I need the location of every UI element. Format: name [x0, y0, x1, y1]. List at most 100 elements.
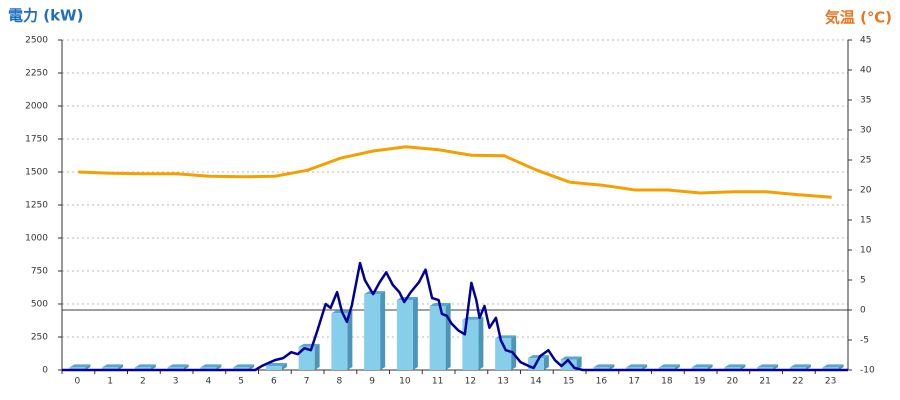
bar: [789, 367, 806, 370]
bar: [396, 300, 413, 370]
y-axis-title: 電力 (kW): [8, 7, 83, 25]
bar-side: [609, 364, 615, 370]
bar: [560, 359, 577, 370]
y2-tick-label: 45: [860, 36, 871, 46]
bar: [134, 367, 151, 370]
bar: [331, 313, 348, 370]
x-tick-label: 14: [530, 377, 542, 387]
bar-top: [658, 364, 680, 368]
x-tick-label: 6: [271, 377, 277, 387]
bar: [233, 367, 250, 370]
y-tick-label: 2000: [25, 102, 48, 112]
bar: [69, 367, 86, 370]
bar-side: [314, 343, 320, 370]
x-tick-label: 7: [304, 377, 310, 387]
y-tick-label: 1750: [25, 135, 48, 145]
bar-top: [69, 364, 91, 368]
y-tick-label: 0: [42, 366, 48, 376]
bar: [102, 367, 119, 370]
x-tick-label: 4: [206, 377, 212, 387]
x-tick-label: 8: [337, 377, 343, 387]
y2-tick-label: -10: [860, 366, 875, 376]
bar-side: [216, 364, 222, 370]
bar-side: [380, 291, 386, 370]
x-tick-label: 13: [497, 377, 508, 387]
y2-tick-label: 0: [860, 306, 866, 316]
y-tick-label: 2500: [25, 36, 48, 46]
bar-top: [626, 364, 648, 368]
bar-top: [298, 343, 320, 347]
x-tick-label: 22: [792, 377, 803, 387]
bar-top: [691, 364, 713, 368]
bar-side: [707, 364, 713, 370]
bar: [167, 367, 184, 370]
bar-top: [724, 364, 746, 368]
x-tick-label: 9: [369, 377, 375, 387]
y2-tick-label: 25: [860, 156, 871, 166]
y2-tick-label: 10: [860, 246, 872, 256]
x-tick-label: 3: [173, 377, 179, 387]
y-tick-label: 1250: [25, 201, 48, 211]
bar-side: [478, 316, 484, 370]
bar-top: [102, 364, 124, 368]
bar-top: [560, 356, 582, 360]
bar: [364, 294, 381, 370]
x-tick-label: 5: [238, 377, 244, 387]
bar-top: [134, 364, 156, 368]
x-tick-label: 2: [140, 377, 146, 387]
bar-side: [85, 364, 91, 370]
bar: [265, 366, 282, 370]
bar-side: [150, 364, 156, 370]
y2-tick-label: 35: [860, 96, 871, 106]
y2-tick-label: 5: [860, 276, 866, 286]
y2-axis-title: 気温 (℃): [825, 9, 892, 27]
bar: [462, 319, 479, 370]
bar-top: [757, 364, 779, 368]
bar-side: [838, 364, 844, 370]
bar-side: [445, 302, 451, 370]
bar-side: [740, 364, 746, 370]
x-tick-label: 10: [399, 377, 411, 387]
bar-top: [527, 355, 549, 359]
bar-top: [789, 364, 811, 368]
x-tick-label: 12: [465, 377, 476, 387]
bar-top: [593, 364, 615, 368]
bar-top: [167, 364, 189, 368]
bar-side: [183, 364, 189, 370]
bar: [298, 346, 315, 370]
y2-tick-label: 40: [860, 66, 872, 76]
y-tick-label: 1500: [25, 168, 48, 178]
x-tick-label: 17: [628, 377, 639, 387]
bar: [626, 367, 643, 370]
y2-tick-label: 20: [860, 186, 872, 196]
bar: [200, 367, 217, 370]
x-tick-label: 18: [661, 377, 673, 387]
x-tick-label: 1: [107, 377, 113, 387]
bar: [757, 367, 774, 370]
bar-side: [674, 364, 680, 370]
bar-top: [265, 363, 287, 367]
x-tick-label: 0: [75, 377, 81, 387]
y2-tick-label: 30: [860, 126, 872, 136]
bar-side: [773, 364, 779, 370]
y-tick-label: 750: [31, 267, 48, 277]
bar: [724, 367, 741, 370]
temperature-line: [78, 145, 832, 199]
bar: [495, 338, 512, 370]
x-tick-label: 16: [596, 377, 608, 387]
bar: [658, 367, 675, 370]
x-tick-label: 15: [563, 377, 574, 387]
bar-top: [233, 364, 255, 368]
power-line: [62, 261, 848, 372]
bar-side: [543, 355, 549, 370]
x-tick-label: 11: [432, 377, 443, 387]
bar-side: [118, 364, 124, 370]
x-tick-label: 19: [694, 377, 706, 387]
x-tick-label: 21: [759, 377, 770, 387]
bar-side: [642, 364, 648, 370]
y-tick-label: 250: [31, 333, 48, 343]
bar-side: [412, 297, 418, 370]
bar: [429, 305, 446, 370]
bar: [691, 367, 708, 370]
